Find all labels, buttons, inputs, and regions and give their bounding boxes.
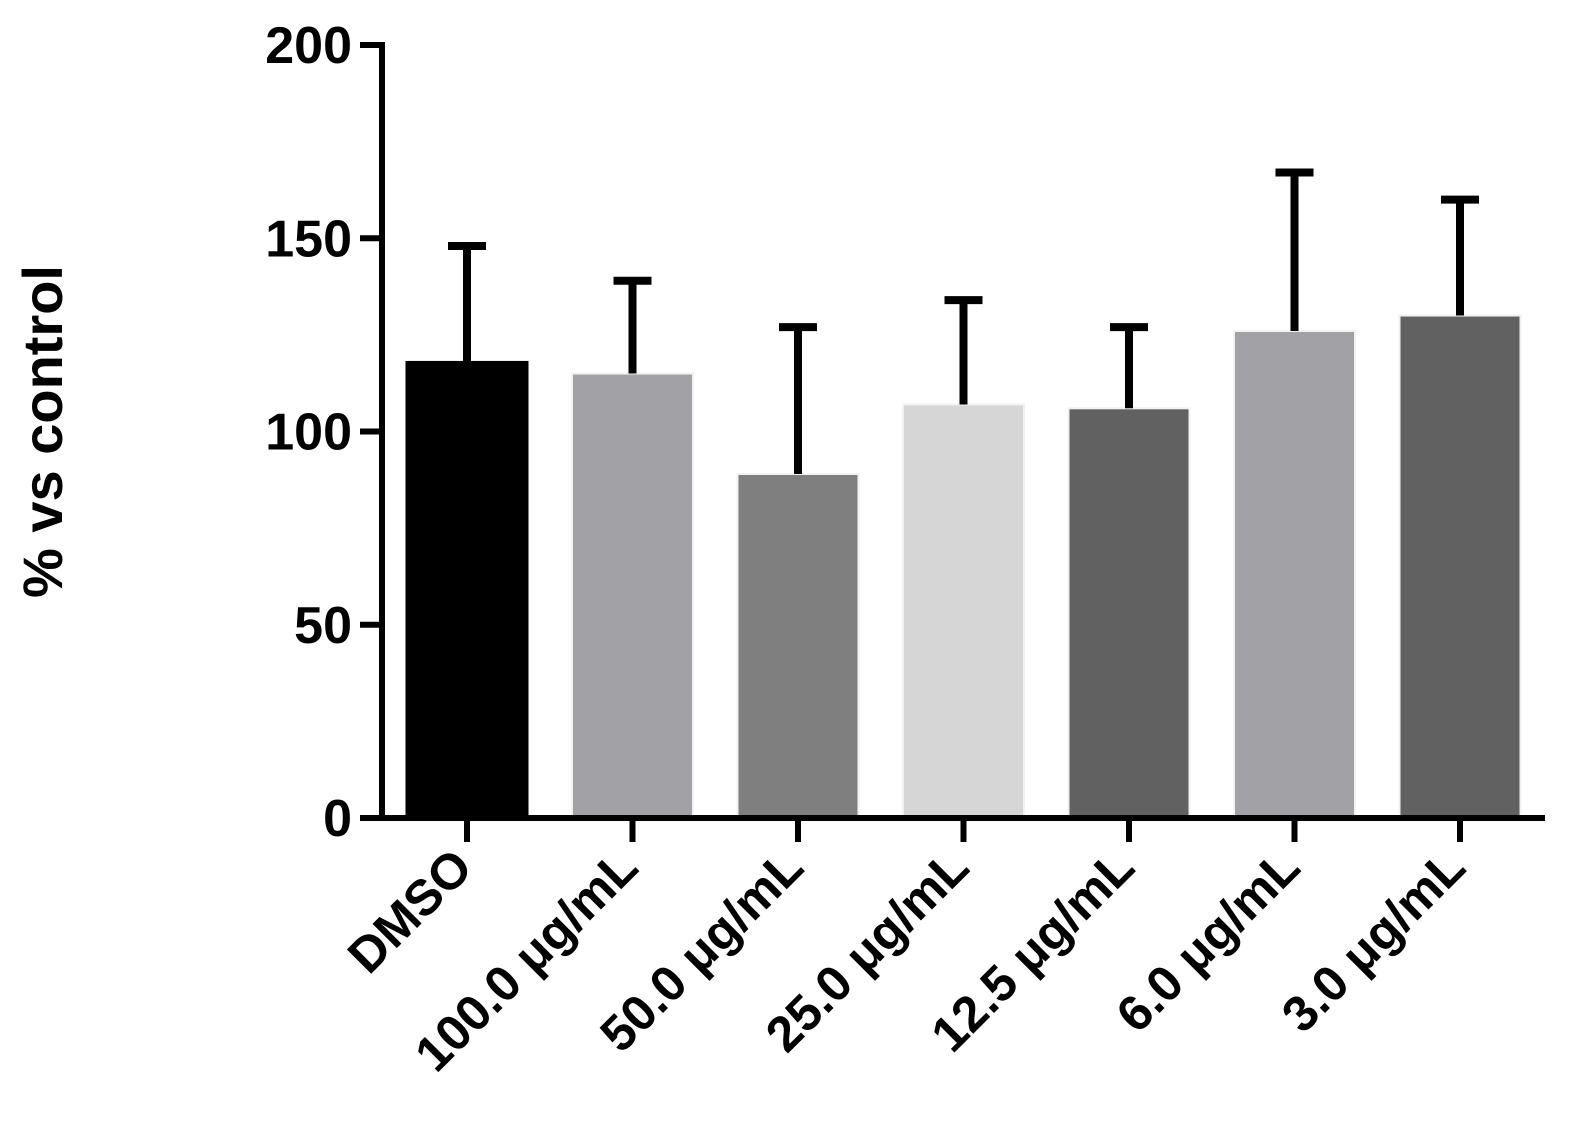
y-tick-label: 200	[265, 17, 352, 75]
y-tick-label: 150	[265, 210, 352, 268]
bar-4	[1067, 407, 1191, 819]
bar-2	[736, 473, 860, 819]
x-tick-label: DMSO	[337, 838, 483, 984]
y-tick-label: 50	[294, 597, 352, 655]
y-axis-label: % vs control	[11, 265, 74, 598]
bar-5	[1233, 330, 1356, 819]
bar-6	[1398, 314, 1522, 819]
x-tick-label: 3.0 μg/mL	[1271, 838, 1476, 1043]
y-ticks-layer: 0 50 100 150 200	[265, 17, 382, 848]
y-tick-label: 0	[323, 790, 352, 848]
error-bars-layer	[448, 168, 1479, 475]
bar-0	[405, 360, 529, 819]
bars-layer	[405, 314, 1522, 819]
bar-1	[571, 372, 694, 819]
y-tick-label: 100	[265, 404, 352, 462]
bar-3	[902, 403, 1025, 819]
